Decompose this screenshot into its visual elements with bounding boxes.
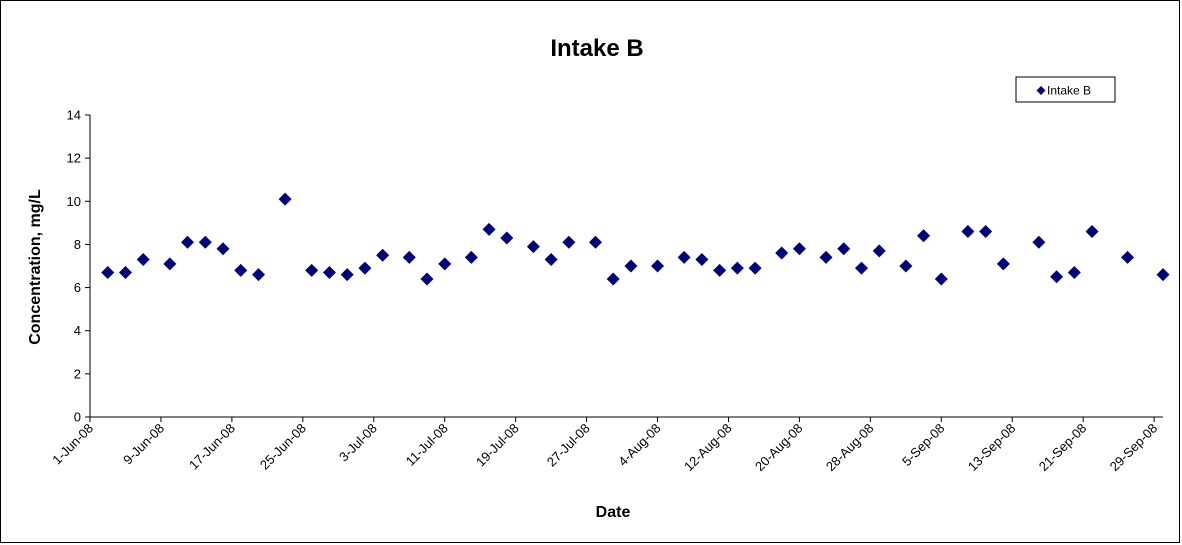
legend-box <box>1015 76 1116 103</box>
data-point <box>961 224 975 238</box>
data-point <box>500 231 514 245</box>
x-tick-label: 4-Aug-08 <box>615 421 663 469</box>
legend-label: Intake B <box>1047 84 1091 98</box>
data-point <box>376 248 390 262</box>
data-point <box>420 272 434 286</box>
data-point <box>917 229 931 243</box>
data-point <box>198 235 212 249</box>
data-point <box>322 265 336 279</box>
x-tick-label: 9-Jun-08 <box>120 421 167 468</box>
x-tick-label: 28-Aug-08 <box>823 421 877 475</box>
x-tick-label: 13-Sep-08 <box>965 421 1019 475</box>
x-axis-title: Date <box>596 504 631 521</box>
data-point <box>996 257 1010 271</box>
data-point <box>544 253 558 267</box>
data-point <box>482 222 496 236</box>
data-point <box>854 261 868 275</box>
data-point <box>730 261 744 275</box>
x-tick-label: 5-Sep-08 <box>899 421 947 469</box>
data-point <box>677 250 691 264</box>
y-tick-label: 12 <box>67 151 81 166</box>
data-point <box>606 272 620 286</box>
data-point <box>216 242 230 256</box>
data-point <box>837 242 851 256</box>
data-point <box>181 235 195 249</box>
x-tick-label: 21-Sep-08 <box>1036 421 1090 475</box>
data-point <box>934 272 948 286</box>
data-point <box>278 192 292 206</box>
y-tick-label: 4 <box>74 323 81 338</box>
y-tick-label: 2 <box>74 366 81 381</box>
legend: Intake B <box>1015 76 1116 103</box>
data-point <box>1032 235 1046 249</box>
x-tick-label: 17-Jun-08 <box>186 421 238 473</box>
x-tick-label: 11-Jul-08 <box>403 421 451 469</box>
x-tick-label: 27-Jul-08 <box>544 421 593 470</box>
data-point <box>792 242 806 256</box>
data-point <box>1156 268 1170 282</box>
data-point <box>136 253 150 267</box>
y-ticks: 0 2 4 6 8 10 12 14 <box>67 108 90 425</box>
data-point <box>1067 265 1081 279</box>
data-point <box>464 250 478 264</box>
data-point <box>819 250 833 264</box>
data-point <box>651 259 665 273</box>
x-ticks: 1-Jun-08 9-Jun-08 17-Jun-08 25-Jun-08 3-Jul-… <box>49 417 1160 474</box>
data-point <box>748 261 762 275</box>
data-point <box>1050 270 1064 284</box>
data-point <box>775 246 789 260</box>
x-tick-label: 25-Jun-08 <box>257 421 309 473</box>
data-point <box>402 250 416 264</box>
legend-diamond-icon <box>1036 86 1046 95</box>
data-point <box>695 253 709 267</box>
data-point <box>899 259 913 273</box>
data-point <box>979 224 993 238</box>
y-tick-label: 6 <box>74 280 81 295</box>
data-point <box>872 244 886 258</box>
data-point <box>101 265 115 279</box>
data-point <box>340 268 354 282</box>
data-point <box>1121 250 1135 264</box>
data-point <box>562 235 576 249</box>
data-point <box>713 263 727 277</box>
data-point <box>305 263 319 277</box>
x-tick-label: 29-Sep-08 <box>1107 421 1161 475</box>
y-tick-label: 10 <box>67 194 81 209</box>
data-point <box>1085 224 1099 238</box>
x-tick-label: 12-Aug-08 <box>681 421 735 475</box>
y-tick-label: 8 <box>74 237 81 252</box>
data-point <box>234 263 248 277</box>
y-tick-label: 14 <box>67 108 81 123</box>
chart-title: Intake B <box>550 35 643 62</box>
data-point <box>251 268 265 282</box>
x-tick-label: 19-Jul-08 <box>473 421 522 470</box>
data-point <box>526 240 540 254</box>
x-tick-label: 3-Jul-08 <box>336 421 380 465</box>
data-point <box>118 265 132 279</box>
data-point <box>624 259 638 273</box>
y-axis-title: Concentration, mg/L <box>27 189 44 345</box>
data-point <box>588 235 602 249</box>
y-tick-label: 0 <box>74 410 81 425</box>
x-tick-label: 1-Jun-08 <box>49 421 96 468</box>
x-tick-label: 20-Aug-08 <box>752 421 806 475</box>
data-point <box>163 257 177 271</box>
data-point <box>438 257 452 271</box>
data-points <box>101 192 1170 286</box>
data-point <box>358 261 372 275</box>
